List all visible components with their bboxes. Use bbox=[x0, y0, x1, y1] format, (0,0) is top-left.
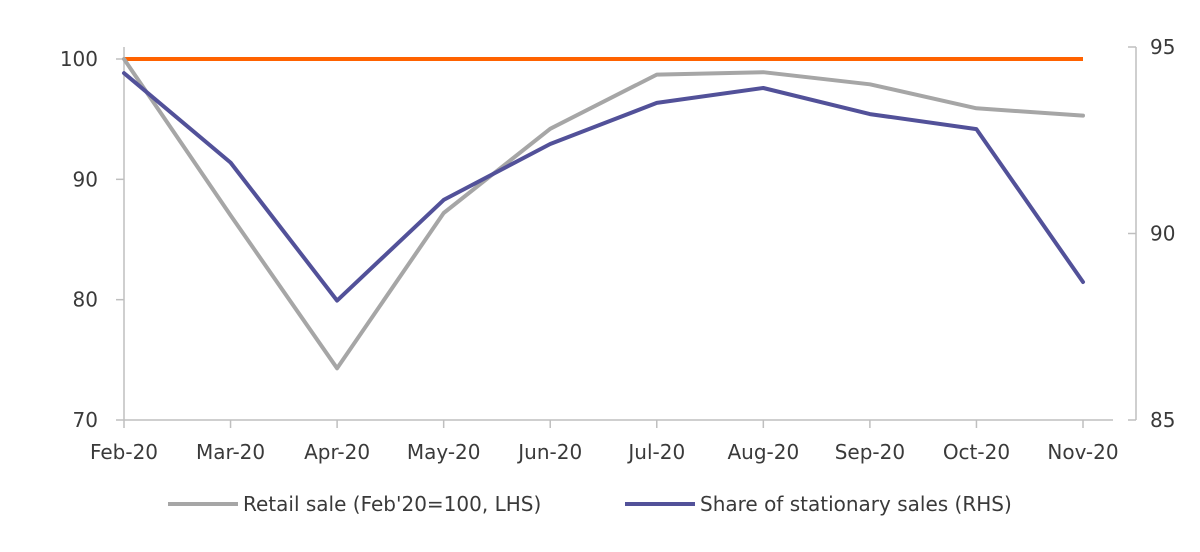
legend: Retail sale (Feb'20=100, LHS) Share of s… bbox=[168, 492, 1012, 516]
y-axis-right-ticks: 85 90 95 bbox=[1128, 35, 1175, 432]
legend-label-stationary: Share of stationary sales (RHS) bbox=[700, 492, 1012, 516]
x-tick-label: Jul-20 bbox=[626, 440, 685, 464]
x-tick-label: Sep-20 bbox=[835, 440, 905, 464]
y-right-tick-label: 85 bbox=[1150, 408, 1175, 432]
series-group bbox=[122, 57, 1085, 371]
x-tick-label: Apr-20 bbox=[304, 440, 370, 464]
x-axis-ticks: Feb-20 Mar-20 Apr-20 May-20 Jun-20 Jul-20 Aug-… bbox=[90, 420, 1119, 464]
y-left-tick-label: 100 bbox=[60, 47, 98, 71]
series-line-stationary-share bbox=[122, 71, 1085, 303]
y-right-tick-label: 90 bbox=[1150, 222, 1175, 246]
x-tick-label: May-20 bbox=[407, 440, 481, 464]
y-axis-left-ticks: 70 80 90 100 bbox=[60, 47, 124, 432]
x-tick-label: Aug-20 bbox=[727, 440, 799, 464]
y-right-tick-label: 95 bbox=[1150, 35, 1175, 59]
y-left-tick-label: 90 bbox=[73, 167, 98, 191]
x-tick-label: Feb-20 bbox=[90, 440, 158, 464]
x-tick-label: Jun-20 bbox=[516, 440, 582, 464]
legend-label-retail: Retail sale (Feb'20=100, LHS) bbox=[243, 492, 541, 516]
axes bbox=[123, 47, 1137, 421]
y-left-tick-label: 80 bbox=[73, 288, 98, 312]
x-tick-label: Nov-20 bbox=[1047, 440, 1118, 464]
x-tick-label: Mar-20 bbox=[196, 440, 265, 464]
series-line-retail-sale bbox=[122, 57, 1085, 371]
x-tick-label: Oct-20 bbox=[943, 440, 1010, 464]
y-left-tick-label: 70 bbox=[73, 408, 98, 432]
